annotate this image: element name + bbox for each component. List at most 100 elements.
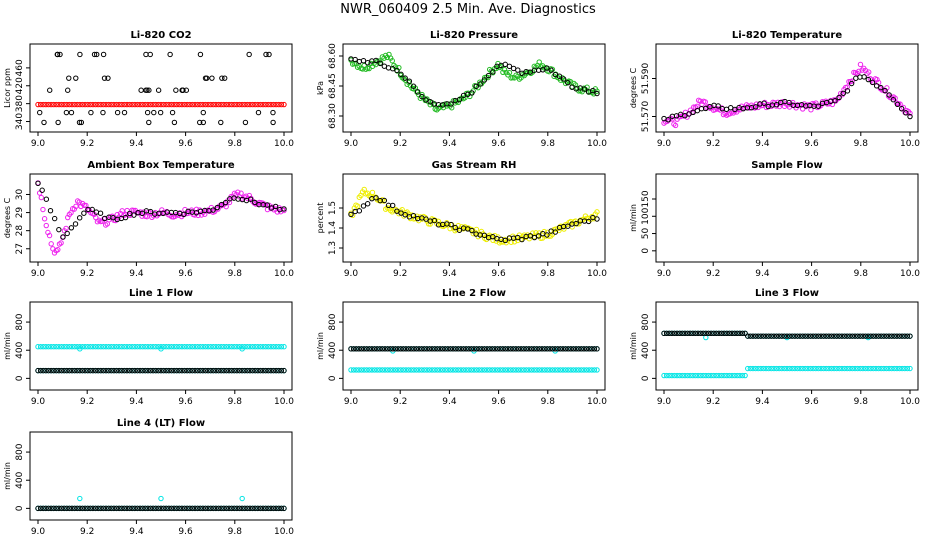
data-point-flow_a — [239, 495, 245, 502]
data-point-samples — [200, 119, 207, 126]
data-point-raw — [389, 58, 395, 64]
y-tick-label: 1.4 — [328, 221, 338, 236]
data-point-ave — [715, 103, 721, 109]
x-tick-label: 9.2 — [80, 139, 94, 149]
data-point-mean — [58, 101, 65, 108]
x-tick-label: 9.2 — [706, 269, 720, 279]
data-point-mean — [105, 101, 112, 108]
data-point-raw — [144, 213, 150, 220]
data-point-ave — [189, 367, 196, 374]
data-point-mean — [103, 101, 109, 108]
data-point-ave — [398, 71, 404, 78]
data-point-ave — [448, 221, 454, 228]
data-point-flow_a — [239, 344, 245, 350]
y-tick-label: 0 — [328, 375, 338, 381]
data-point-flow_b — [560, 367, 566, 373]
data-point-flow_b — [875, 365, 882, 372]
x-tick-label: 9.6 — [804, 139, 819, 149]
data-point-flow_b — [745, 365, 751, 372]
data-point-mean — [124, 101, 130, 108]
panel-line2: Line 2 Flow ml/min 9.0 9.2 9.4 9.6 9.8 10.0 0 400… — [316, 288, 607, 407]
y-tick-label: 340 — [15, 113, 25, 130]
data-point-flow_b — [802, 365, 809, 372]
data-point-ave — [555, 346, 561, 352]
data-point-mean — [129, 101, 135, 108]
data-point-ave — [731, 330, 738, 337]
data-point-ave — [132, 505, 138, 512]
data-point-ave — [485, 72, 492, 79]
data-point-ave — [147, 208, 154, 215]
data-point-ave — [544, 65, 550, 71]
data-point-samples — [37, 109, 43, 116]
data-point-flow_b — [526, 367, 532, 373]
data-point-mean — [187, 101, 193, 108]
data-point-mean — [184, 101, 190, 108]
data-point-ave — [126, 367, 133, 374]
data-point-ave — [268, 505, 274, 512]
data-point-ave — [210, 505, 217, 512]
data-point-mean — [119, 101, 125, 108]
data-point-raw — [226, 199, 233, 206]
data-point-flow_a — [273, 344, 279, 350]
data-point-ave — [711, 330, 717, 337]
data-point-flow_b — [575, 367, 582, 373]
data-point-ave — [358, 346, 365, 352]
data-point-ave — [445, 346, 451, 352]
data-point-ave — [752, 333, 759, 339]
data-point-flow_b — [818, 365, 824, 372]
data-point-samples — [105, 75, 111, 81]
data-point-ave — [252, 367, 258, 374]
data-point-flow_b — [390, 367, 396, 373]
data-point-mean — [147, 101, 154, 108]
data-point-ave — [594, 346, 600, 352]
data-point-ave — [828, 333, 835, 339]
data-point-ave — [544, 232, 550, 238]
data-point-ave — [426, 346, 433, 352]
data-point-ave — [103, 367, 109, 374]
data-point-mean — [85, 101, 91, 108]
data-point-ave — [677, 330, 683, 337]
panel-co2: Li-820 CO2 Licor ppm 9.0 9.2 9.4 9.6 9.8 10.0 34… — [3, 30, 294, 149]
data-point-flow_b — [547, 367, 553, 373]
data-point-flow_b — [589, 367, 595, 373]
data-point-ave — [452, 224, 458, 231]
data-point-ave — [590, 87, 596, 94]
data-point-flow_b — [468, 367, 475, 373]
x-tick-label: 9.0 — [657, 397, 672, 407]
data-point-ave — [415, 89, 421, 95]
data-point-ave — [456, 96, 463, 103]
data-point-samples — [270, 109, 276, 116]
data-point-flow_a — [257, 344, 264, 350]
data-point-ave — [473, 83, 479, 90]
data-point-flow_b — [555, 367, 561, 373]
data-point-flow_b — [750, 365, 756, 372]
data-point-ave — [394, 208, 400, 214]
data-point-ave — [222, 199, 229, 206]
data-point-ave — [105, 367, 112, 374]
data-point-flow_a — [92, 344, 99, 350]
data-point-ave — [669, 330, 675, 337]
data-point-raw — [43, 222, 49, 229]
x-tick-label: 10.0 — [274, 139, 294, 149]
panel-box_temp: Ambient Box Temperature degrees C 9.0 9.2 9.… — [3, 160, 294, 279]
data-point-raw — [119, 208, 125, 214]
data-point-flow_a — [239, 346, 245, 352]
data-point-ave — [400, 346, 407, 352]
data-point-flow_b — [731, 372, 738, 379]
data-point-ave — [215, 367, 222, 374]
data-point-flow_a — [247, 344, 253, 350]
data-point-ave — [153, 367, 159, 374]
data-point-ave — [402, 212, 408, 218]
data-point-ave — [406, 78, 413, 84]
data-point-flow_b — [515, 367, 522, 373]
data-point-flow_b — [737, 372, 743, 379]
data-point-flow_a — [90, 344, 96, 350]
data-point-mean — [150, 101, 156, 108]
data-point-ave — [548, 67, 554, 73]
data-point-ave — [471, 346, 477, 352]
data-point-ave — [247, 367, 253, 374]
data-point-mean — [231, 101, 237, 108]
data-point-ave — [158, 367, 164, 374]
data-point-flow_b — [434, 367, 441, 373]
x-tick-label: 9.6 — [178, 139, 193, 149]
